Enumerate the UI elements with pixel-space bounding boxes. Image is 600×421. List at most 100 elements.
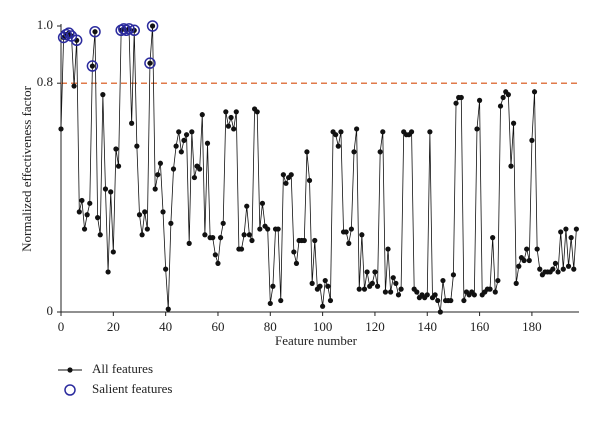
point [563,226,569,232]
point [322,277,328,284]
x-tick-label: 60 [211,319,224,334]
point [147,60,153,66]
point [212,252,218,258]
salient-marker [63,27,75,39]
point [432,292,438,298]
point [377,149,383,155]
point [333,132,339,138]
point [526,257,532,264]
point [521,257,527,264]
point [458,94,464,101]
point [552,260,559,266]
point [437,309,443,315]
salient-marker [144,57,156,69]
point [516,263,522,269]
point [304,149,310,155]
series-line [60,25,577,313]
point [343,229,349,235]
x-tick-label: 140 [418,319,438,334]
point [555,269,561,275]
point [183,132,190,138]
point [390,275,396,281]
point [380,129,386,135]
point [191,174,198,181]
point [223,109,229,115]
point [531,89,538,95]
legend-label: Salient features [92,381,173,396]
point [275,226,281,232]
point [81,226,88,232]
point [246,232,252,238]
point [495,277,501,284]
point [448,297,454,304]
point [79,197,85,204]
point [497,103,504,109]
point [450,272,457,278]
point [71,83,77,89]
point [440,277,446,284]
point [238,246,245,252]
y-tick-label: 0 [47,303,54,318]
point [369,280,375,286]
point [312,237,318,244]
point [173,143,179,149]
point [492,289,498,295]
point [142,209,148,215]
point [178,149,184,155]
point [301,237,307,244]
y-tick-label: 1.0 [37,17,53,32]
point [288,172,294,178]
point [291,249,297,255]
point [241,232,247,238]
point [461,297,467,304]
salient-marker [123,23,135,35]
point [168,220,174,226]
point [471,292,477,298]
legend-marker [64,384,76,396]
point [228,114,234,121]
point [385,246,391,252]
x-axis-label: Feature number [275,333,358,348]
point [144,226,150,232]
x-tick-label: 180 [522,319,542,334]
point [565,263,572,269]
point [508,163,514,169]
point [115,163,122,169]
point [278,297,284,304]
point [359,232,365,238]
point [513,280,519,286]
point [155,172,161,178]
point [306,177,313,184]
point [102,186,109,192]
point [309,280,315,286]
point [537,266,543,272]
point [259,200,266,206]
point [490,235,496,241]
point [197,166,203,172]
point [510,120,517,126]
point [176,129,182,135]
point [435,297,441,304]
point [105,269,111,275]
point [351,149,357,155]
point [152,186,158,192]
point [374,283,381,289]
point [338,129,344,135]
point [354,126,360,132]
point [270,283,276,289]
point [139,232,145,238]
point [108,189,114,195]
point [136,212,143,218]
salient-marker [89,25,101,38]
point [76,209,82,215]
legend-label: All features [92,361,153,376]
point [160,209,166,215]
point [186,240,192,246]
point [524,246,530,252]
point [505,92,511,98]
point [129,120,135,126]
x-tick-label: 40 [159,319,172,334]
point [189,129,195,135]
point [267,300,273,307]
point [335,143,341,149]
